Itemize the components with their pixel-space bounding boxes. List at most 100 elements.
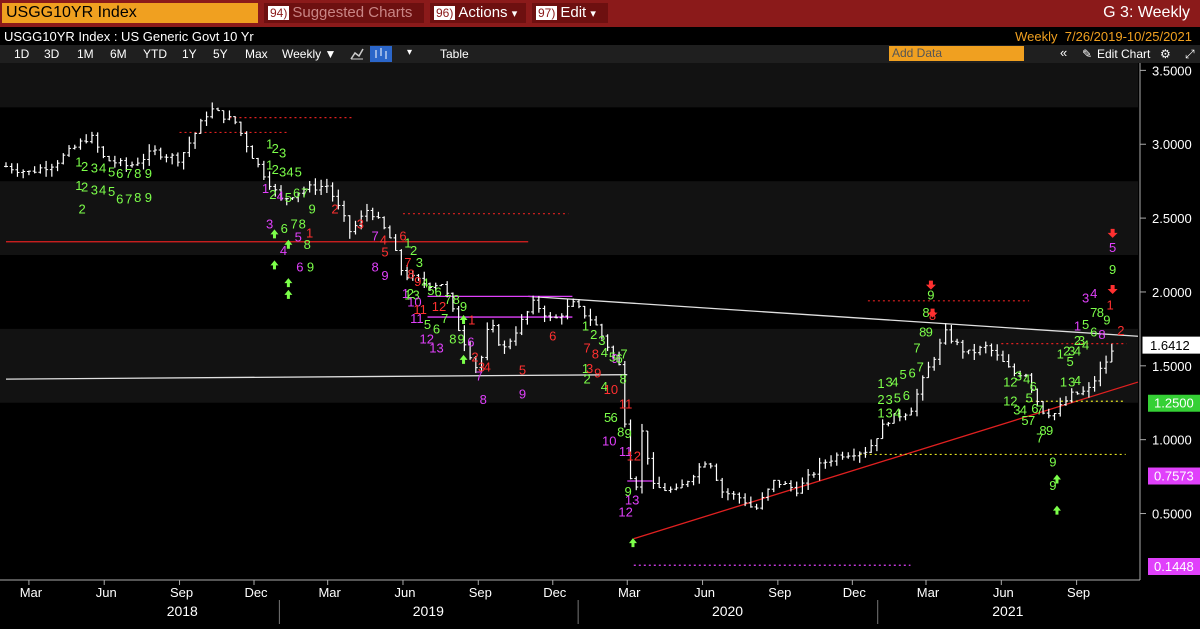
count-label: 1 bbox=[1074, 318, 1081, 333]
signal-arrows bbox=[270, 228, 1118, 548]
security-description: USGG10YR Index : US Generic Govt 10 Yr bbox=[4, 29, 254, 44]
bar-chart-toggle[interactable] bbox=[370, 46, 392, 62]
count-label: 5 bbox=[604, 410, 611, 425]
count-label: 8 bbox=[922, 305, 929, 320]
trend-line bbox=[5, 374, 628, 380]
count-label: 2 bbox=[1063, 343, 1070, 358]
count-label: 8 bbox=[372, 259, 379, 274]
buy-arrow-icon bbox=[284, 289, 293, 299]
x-tick-label: Mar bbox=[917, 585, 940, 600]
count-label: 6 bbox=[433, 321, 440, 336]
level-tag bbox=[1148, 467, 1200, 485]
settings-icon[interactable]: ⚙ bbox=[1160, 47, 1171, 61]
subheader: USGG10YR Index : US Generic Govt 10 Yr W… bbox=[0, 27, 1200, 45]
count-label: 7 bbox=[290, 216, 297, 231]
count-label: 7 bbox=[372, 228, 379, 243]
timeframe-max[interactable]: Max bbox=[245, 47, 268, 61]
count-label: 5 bbox=[519, 363, 526, 378]
count-label: 6 bbox=[467, 335, 474, 350]
x-tick-label: Mar bbox=[20, 585, 43, 600]
timeframe-5y[interactable]: 5Y bbox=[213, 47, 228, 61]
actions-button[interactable]: 96) Actions ▾ bbox=[430, 3, 526, 23]
count-label: 3 bbox=[1015, 369, 1022, 384]
count-label: 8 bbox=[617, 425, 624, 440]
background-band bbox=[0, 328, 1138, 403]
count-label: 12 bbox=[618, 504, 632, 519]
count-label: 9 bbox=[624, 484, 631, 499]
count-label: 4 bbox=[1074, 373, 1081, 388]
x-tick-label: Jun bbox=[694, 585, 715, 600]
level-tag bbox=[1148, 394, 1200, 412]
count-label: 4 bbox=[1090, 286, 1097, 301]
count-label: 8 bbox=[304, 237, 311, 252]
count-label: 6 bbox=[615, 351, 622, 366]
period-dropdown[interactable]: Weekly ▼ bbox=[282, 47, 337, 61]
count-label: 2 bbox=[81, 180, 88, 195]
count-label: 3 bbox=[1068, 374, 1075, 389]
count-label: 5 bbox=[295, 230, 302, 245]
line-chart-icon[interactable] bbox=[350, 47, 364, 60]
count-label: 1 bbox=[877, 406, 884, 421]
last-price-label: 1.6412 bbox=[1150, 338, 1190, 353]
x-tick-label: Dec bbox=[244, 585, 268, 600]
count-label: 9 bbox=[611, 351, 618, 366]
timeframe-3d[interactable]: 3D bbox=[44, 47, 60, 61]
edit-chart-gear-icon[interactable]: ✎ bbox=[1082, 47, 1093, 61]
expand-icon[interactable]: ⤢ bbox=[1185, 47, 1195, 61]
count-label: 1 bbox=[1060, 374, 1067, 389]
x-tick-label: Jun bbox=[96, 585, 117, 600]
actions-num: 96) bbox=[434, 6, 456, 20]
count-label: 10 bbox=[407, 295, 421, 310]
count-label: 12 bbox=[1003, 374, 1017, 389]
count-label: 2 bbox=[81, 159, 88, 174]
timeframe-ytd[interactable]: YTD bbox=[143, 47, 167, 61]
y-axis: 3.5000 3.0000 2.5000 2.0000 1.5000 1.0000 0.50… bbox=[1139, 63, 1200, 580]
count-label: 3 bbox=[412, 287, 419, 302]
count-label: 3 bbox=[357, 216, 364, 231]
timeframe-1y[interactable]: 1Y bbox=[182, 47, 197, 61]
level-tag-label: 0.7573 bbox=[1154, 469, 1194, 484]
count-label: 3 bbox=[1082, 290, 1089, 305]
timeframe-6m[interactable]: 6M bbox=[110, 47, 127, 61]
count-label: 9 bbox=[1109, 262, 1116, 277]
count-label: 9 bbox=[414, 274, 421, 289]
count-label: 6 bbox=[435, 284, 442, 299]
price-series bbox=[4, 102, 1114, 510]
count-label: 2 bbox=[877, 392, 884, 407]
chart-type-chevron-down-icon[interactable]: ▾ bbox=[407, 47, 413, 58]
buy-arrow-icon bbox=[628, 538, 637, 548]
count-label: 2 bbox=[272, 162, 279, 177]
edit-button[interactable]: 97) Edit ▾ bbox=[532, 3, 608, 23]
x-tick-label: Dec bbox=[543, 585, 567, 600]
date-range[interactable]: Weekly 7/26/2019-10/25/2021 bbox=[1015, 29, 1192, 44]
count-label: 3 bbox=[279, 146, 286, 161]
y-tick-label: 2.0000 bbox=[1152, 285, 1192, 300]
x-tick-label: Mar bbox=[318, 585, 341, 600]
table-button[interactable]: Table bbox=[440, 47, 469, 61]
count-label: 3 bbox=[266, 216, 273, 231]
count-label: 2 bbox=[1117, 323, 1124, 338]
count-label: 5 bbox=[108, 165, 115, 180]
count-label: 4 bbox=[1074, 343, 1081, 358]
suggested-charts-button[interactable]: 94) Suggested Charts bbox=[264, 3, 424, 23]
count-label: 8 bbox=[134, 166, 141, 181]
count-label: 3 bbox=[886, 374, 893, 389]
count-label: 5 bbox=[899, 367, 906, 382]
buy-arrow-icon bbox=[459, 315, 468, 325]
edit-chart-button[interactable]: Edit Chart bbox=[1097, 47, 1151, 61]
add-data-input[interactable]: Add Data bbox=[889, 46, 1024, 61]
timeframe-1m[interactable]: 1M bbox=[77, 47, 94, 61]
chart-toolbar: 1D 3D 1M 6M YTD 1Y 5Y Max Weekly ▼ ▾ Tab… bbox=[0, 45, 1200, 63]
timeframe-1d[interactable]: 1D bbox=[14, 47, 30, 61]
count-label: 9 bbox=[1049, 478, 1056, 493]
collapse-icon[interactable]: « bbox=[1060, 45, 1068, 60]
count-label: 4 bbox=[99, 182, 106, 197]
ticker-input[interactable]: USGG10YR Index bbox=[2, 3, 258, 23]
count-label: 6 bbox=[281, 221, 288, 236]
count-label: 1 bbox=[262, 181, 269, 196]
count-label: 8 bbox=[1039, 423, 1046, 438]
y-tick-label: 1.0000 bbox=[1152, 433, 1192, 448]
count-label: 4 bbox=[894, 406, 901, 421]
